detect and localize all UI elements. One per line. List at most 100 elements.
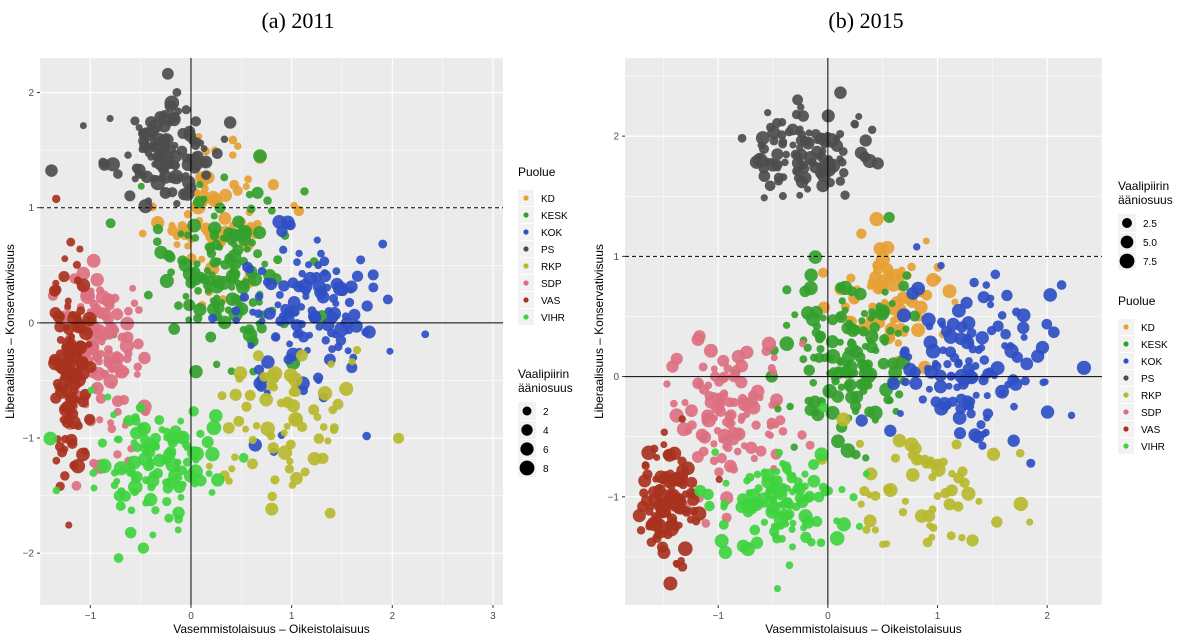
point-kd <box>817 267 829 278</box>
point-kesk <box>819 314 827 322</box>
point-vihr <box>196 429 205 438</box>
point-vihr <box>807 537 816 547</box>
point-kok <box>306 331 314 339</box>
point-kesk <box>152 237 162 247</box>
point-kok <box>978 375 989 386</box>
point-vihr <box>749 524 761 536</box>
point-vas <box>61 434 70 444</box>
point-vas <box>52 456 61 465</box>
point-sdp <box>123 306 133 316</box>
point-sdp <box>746 400 761 415</box>
panel-1: −1 0 1 2 −1 0 1 2 Vasemmistolaisuus – Oikeistola… <box>592 58 1173 636</box>
point-rkp <box>892 433 907 448</box>
point-sdp <box>725 420 734 429</box>
point-rkp <box>267 491 278 502</box>
point-sdp <box>112 352 125 365</box>
point-vas <box>67 415 81 430</box>
point-kok <box>249 308 257 316</box>
point-sdp <box>770 368 778 376</box>
point-kok <box>951 303 966 318</box>
point-ps <box>758 170 771 182</box>
point-kok <box>382 294 393 305</box>
point-rkp <box>1026 518 1034 526</box>
point-vas <box>69 460 79 470</box>
point-kok <box>1017 321 1030 335</box>
point-kesk <box>887 357 900 370</box>
point-kok <box>297 320 306 329</box>
point-vihr <box>172 506 185 520</box>
point-kesk <box>861 342 869 350</box>
point-kok <box>900 346 910 356</box>
point-kok <box>304 261 313 269</box>
point-kok <box>314 261 323 270</box>
point-ps <box>764 109 772 117</box>
point-sdp <box>87 287 95 295</box>
point-vas <box>678 415 686 423</box>
point-kesk <box>836 338 844 346</box>
point-ps <box>839 168 849 178</box>
point-vas <box>686 476 698 489</box>
point-ps <box>834 86 847 99</box>
point-kok <box>285 219 296 231</box>
point-vas <box>636 526 646 535</box>
point-kesk <box>838 297 846 305</box>
point-kok <box>208 313 217 323</box>
legend-label-kesk: KESK <box>1141 340 1168 351</box>
point-kesk <box>196 180 204 189</box>
point-vas <box>73 276 82 285</box>
point-vihr <box>151 506 160 515</box>
y-tick-label: −1 <box>23 434 35 445</box>
point-kok <box>987 294 995 302</box>
point-vas <box>56 357 69 370</box>
point-kok <box>254 292 264 301</box>
point-kok <box>976 420 986 430</box>
point-ps <box>171 161 180 170</box>
point-rkp <box>836 412 851 427</box>
point-vihr <box>774 489 782 497</box>
point-rkp <box>914 454 925 466</box>
point-vas <box>58 271 70 283</box>
point-vihr <box>127 455 142 470</box>
point-kd <box>228 135 238 145</box>
point-rkp <box>281 396 294 409</box>
point-kesk <box>159 273 174 289</box>
point-vihr <box>115 501 126 512</box>
point-kesk <box>895 390 904 399</box>
point-ps <box>173 200 181 208</box>
point-kok <box>969 277 979 288</box>
point-sdp <box>698 430 712 444</box>
point-vihr <box>829 531 845 546</box>
point-sdp <box>751 420 761 430</box>
point-rkp <box>991 516 1003 528</box>
point-kd <box>228 151 237 159</box>
point-vihr <box>143 461 153 472</box>
point-kok <box>321 269 329 277</box>
point-kesk <box>182 292 190 300</box>
point-vas <box>686 487 697 498</box>
point-ps <box>823 138 832 147</box>
point-sdp <box>104 345 113 354</box>
point-ps <box>146 126 158 138</box>
point-kok <box>965 396 976 407</box>
point-vihr <box>167 437 178 448</box>
point-vihr <box>838 485 846 494</box>
point-kok <box>990 361 1005 376</box>
point-kesk <box>902 325 910 333</box>
point-vas <box>667 482 676 491</box>
point-kesk <box>822 384 837 399</box>
point-ps <box>158 170 173 184</box>
point-rkp <box>879 540 887 548</box>
point-kesk <box>183 299 196 312</box>
point-ps <box>105 157 120 172</box>
point-kok <box>386 347 394 355</box>
point-ps <box>151 160 159 168</box>
legend-label-ps: PS <box>1141 374 1155 385</box>
legend-size-dot <box>1122 218 1132 228</box>
point-ps <box>220 135 229 143</box>
point-kd <box>880 241 895 255</box>
point-vihr <box>211 473 225 487</box>
point-kd <box>934 275 942 283</box>
point-kesk <box>845 322 856 332</box>
point-rkp <box>929 523 938 532</box>
point-kesk <box>886 326 895 335</box>
